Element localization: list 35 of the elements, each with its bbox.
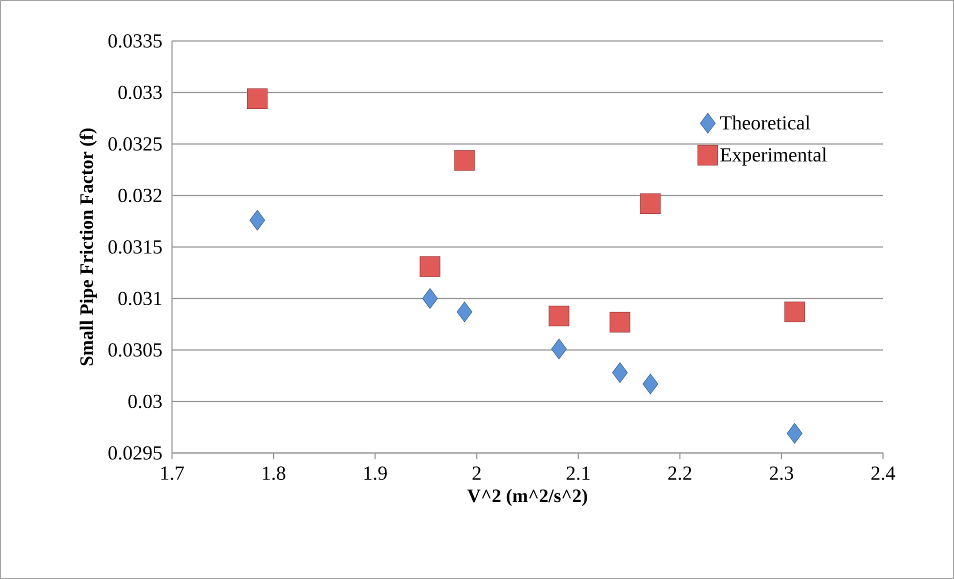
x-axis-title: V^2 (m^2/s^2): [467, 488, 588, 506]
x-tick-label: 1.9: [364, 466, 387, 480]
point: [784, 302, 805, 322]
point: [786, 423, 802, 444]
legend-label: Experimental: [720, 148, 827, 166]
y-tick-label: 0.0325: [108, 137, 162, 151]
point: [551, 338, 567, 360]
point: [610, 312, 630, 332]
legend-label: Theoretical: [720, 116, 810, 130]
point: [612, 362, 628, 383]
y-tick-label: 0.031: [118, 292, 162, 306]
point: [247, 88, 268, 109]
y-tick-label: 0.03: [128, 394, 162, 408]
x-tick-label: 2: [472, 466, 481, 480]
point: [454, 150, 475, 171]
y-tick-label: 0.033: [118, 86, 162, 100]
y-tick-label: 0.0305: [108, 343, 162, 357]
y-tick-label: 0.0315: [108, 240, 162, 254]
y-tick-label: 0.032: [118, 188, 162, 202]
x-tick-label: 1.7: [161, 466, 184, 480]
point: [250, 210, 266, 231]
x-tick-label: 2.3: [770, 466, 794, 480]
point: [640, 193, 661, 214]
x-tick-label: 2.4: [871, 466, 896, 480]
y-tick-label: 0.0295: [108, 446, 162, 460]
point: [456, 302, 472, 322]
point: [642, 374, 658, 394]
x-tick-label: 2.1: [566, 466, 590, 480]
x-tick-label: 1.8: [262, 466, 286, 480]
point: [420, 256, 440, 277]
y-tick-label: 0.0335: [108, 34, 162, 48]
y-axis-title: Small Pipe Friction Factor (f): [79, 128, 97, 366]
x-tick-label: 2.2: [668, 466, 692, 480]
point: [422, 288, 438, 309]
point: [548, 306, 570, 326]
